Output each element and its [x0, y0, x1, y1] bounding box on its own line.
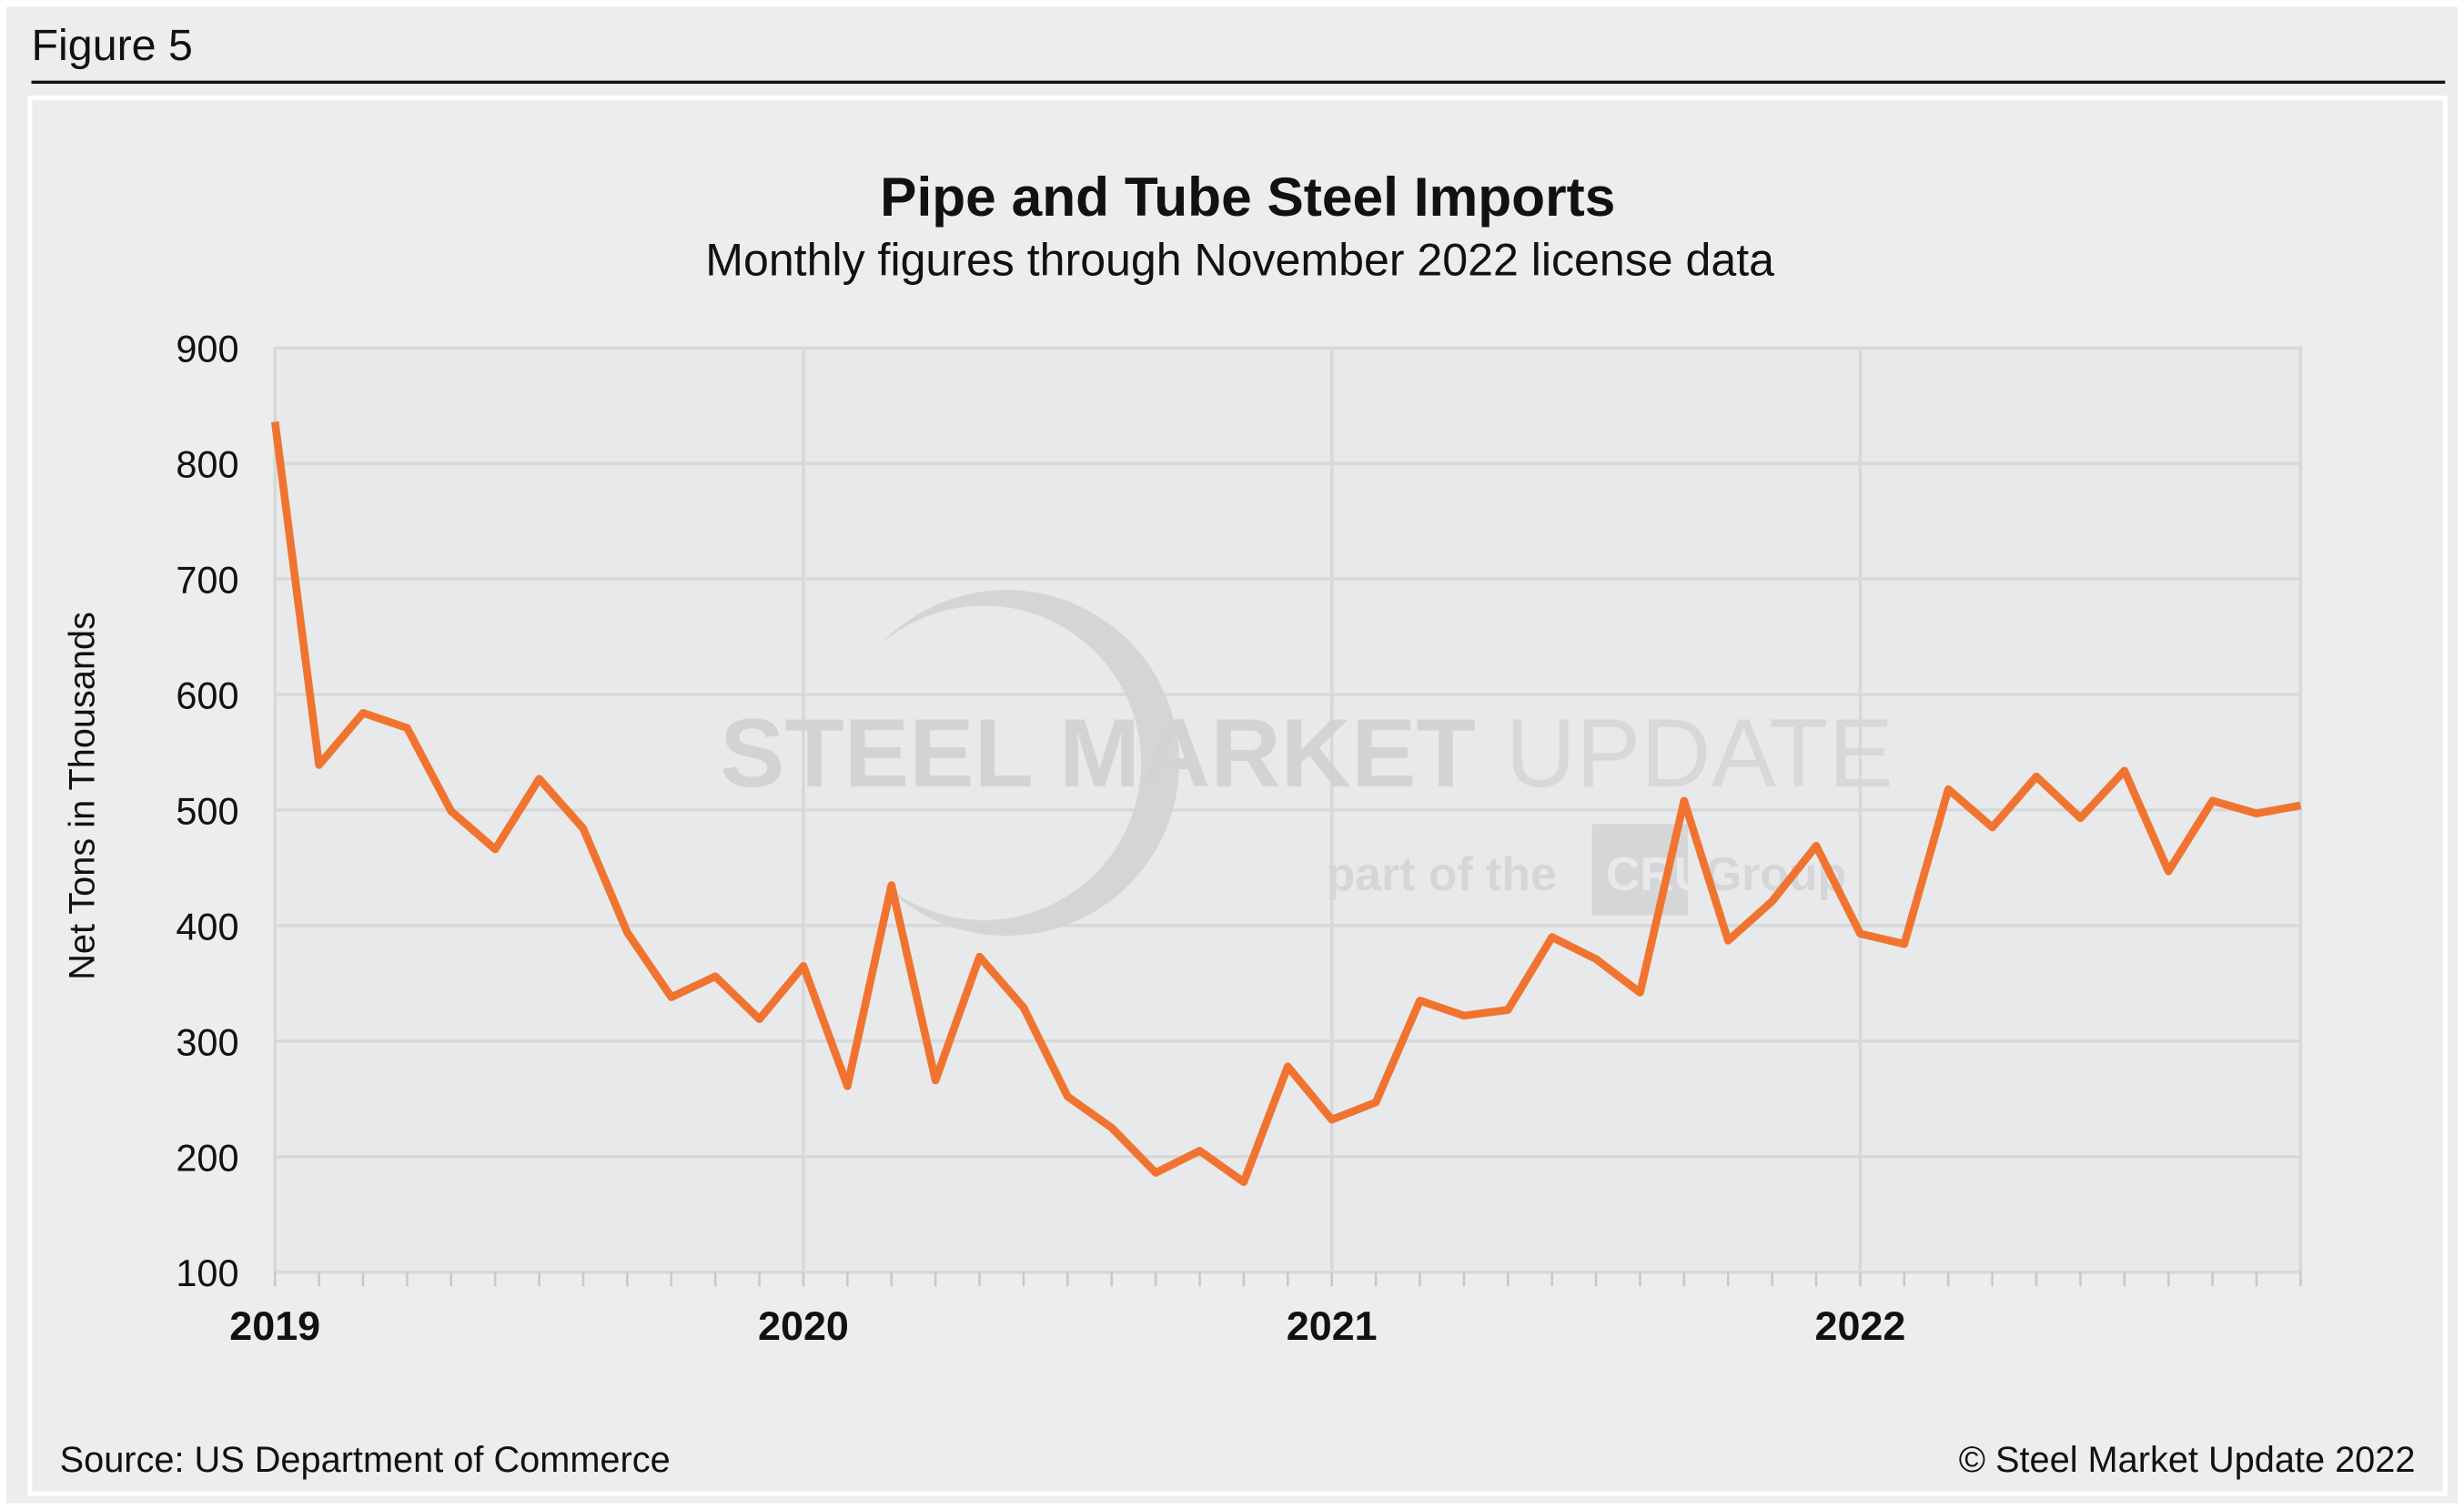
x-tick-label: 2022: [1815, 1302, 1906, 1349]
y-tick-label: 800: [176, 443, 238, 486]
chart-subtitle: Monthly figures through November 2022 li…: [705, 235, 1774, 286]
watermark-main: STEEL MARKET: [720, 698, 1476, 807]
watermark-brand: CRU: [1606, 847, 1708, 900]
watermark: STEEL MARKET UPDATE part of the CRU Grou…: [720, 590, 1893, 937]
y-axis-label: Net Tons in Thousands: [63, 612, 103, 980]
y-tick-label: 600: [176, 674, 238, 717]
y-tick-label: 200: [176, 1136, 238, 1179]
y-tick-label: 700: [176, 559, 238, 602]
x-tick-label: 2020: [758, 1302, 849, 1349]
y-tick-label: 500: [176, 789, 238, 832]
source-note: Source: US Department of Commerce: [60, 1440, 671, 1480]
y-tick-label: 400: [176, 905, 238, 948]
watermark-sub: part of the: [1327, 847, 1557, 900]
watermark-update: UPDATE: [1506, 698, 1893, 807]
data-points: [275, 421, 2301, 1182]
copyright-note: © Steel Market Update 2022: [1959, 1440, 2416, 1480]
y-axis-ticks: 100 200 300 400 500 600 700 800 900: [176, 328, 238, 1295]
x-tick-label: 2021: [1287, 1302, 1378, 1349]
y-tick-label: 100: [176, 1252, 238, 1294]
chart-title: Pipe and Tube Steel Imports: [880, 166, 1615, 228]
x-tick-label: 2019: [229, 1302, 320, 1349]
y-tick-label: 900: [176, 328, 238, 370]
figure-label: Figure 5: [32, 21, 193, 70]
x-axis-ticks: 2019 2020 2021 2022: [229, 1302, 1905, 1349]
y-tick-label: 300: [176, 1020, 238, 1063]
